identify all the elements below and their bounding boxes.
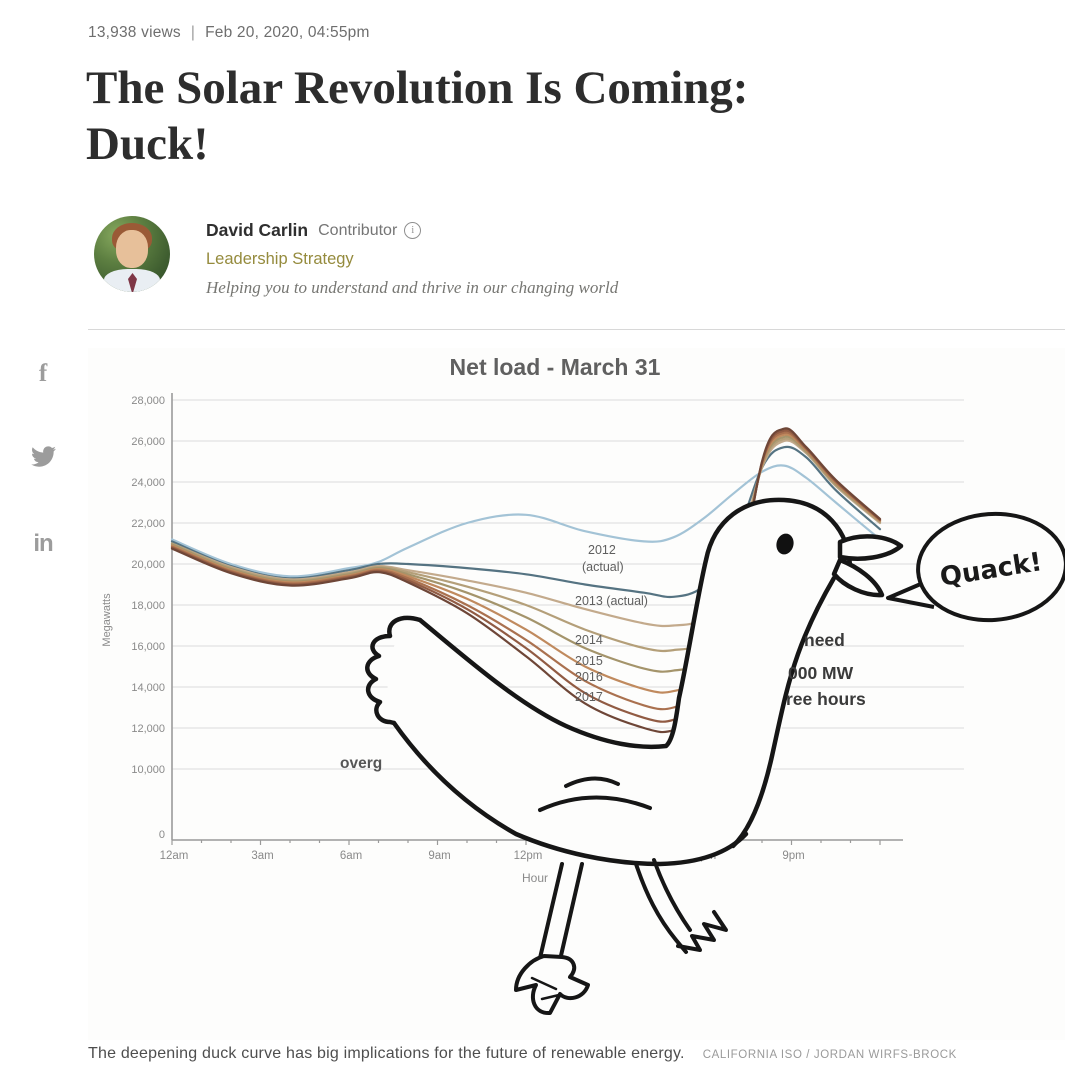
avatar[interactable] [94, 216, 170, 292]
series-line-2012 [170, 464, 882, 578]
y-origin-label: 0 [159, 829, 165, 841]
share-rail: f in [28, 360, 58, 616]
y-axis-title: Megawatts [101, 593, 113, 647]
y-tick-label: 24,000 [131, 477, 165, 489]
duck-tail [365, 615, 423, 726]
author-role: Contributor [318, 221, 398, 239]
series-label: 2016 [575, 670, 603, 684]
x-tick-label: 3am [251, 850, 273, 862]
duck-beak-lower [831, 557, 885, 598]
overgeneration-annotation: overg [340, 755, 382, 772]
duck-beak-upper [837, 534, 904, 561]
x-axis-title: Hour [522, 871, 548, 885]
y-tick-label: 26,000 [131, 436, 165, 448]
speech-bubble: Quack! [886, 511, 1065, 623]
y-tick-label: 18,000 [131, 600, 165, 612]
figure-caption: The deepening duck curve has big implica… [88, 1045, 685, 1062]
author-name[interactable]: David Carlin [206, 220, 309, 240]
ramp-line-3: ree hours [786, 689, 866, 709]
meta-separator: | [190, 24, 196, 41]
ramp-line-1: need [804, 630, 845, 650]
avatar-face [116, 230, 148, 268]
duck-wing-arc-large [538, 795, 652, 812]
twitter-share-icon[interactable] [28, 446, 58, 472]
duck-eye [776, 533, 794, 555]
facebook-share-icon[interactable]: f [38, 360, 48, 387]
duck-belly [391, 720, 749, 867]
linkedin-share-icon[interactable]: in [33, 530, 53, 557]
y-tick-label: 28,000 [131, 395, 165, 407]
series-label: 2013 (actual) [575, 594, 648, 608]
title-line-1: The Solar Revolution Is Coming: [86, 62, 749, 114]
y-tick-label: 14,000 [131, 682, 165, 694]
y-tick-label: 16,000 [131, 641, 165, 653]
speech-bubble-body [916, 511, 1065, 623]
y-tick-label: 12,000 [131, 723, 165, 735]
twitter-bird-icon [30, 446, 56, 467]
duck-body-fill [387, 499, 850, 864]
x-tick-label: 12am [160, 850, 189, 862]
article-meta: 13,938 views | Feb 20, 2020, 04:55pm [88, 24, 370, 42]
view-count: 13,938 views [88, 24, 181, 41]
x-tick-label: 9pm [782, 850, 804, 862]
avatar-tie [128, 273, 137, 292]
header-divider [88, 329, 1065, 330]
x-tick-label: 6am [340, 850, 362, 862]
duck-back-foot [676, 910, 728, 952]
publish-date: Feb 20, 2020, 04:55pm [205, 24, 370, 41]
series-label: 2014 [575, 633, 603, 647]
duck-front-leg [538, 862, 584, 962]
x-tick-label: 12pm [514, 850, 543, 862]
figure-caption-row: The deepening duck curve has big implica… [88, 1045, 1080, 1063]
ramp-line-2: 000 MW [788, 663, 854, 683]
series-label-layer: 2012 (actual) 2013 (actual) 2014 2015 2016 201… [575, 543, 648, 704]
y-tick-label: 10,000 [131, 764, 165, 776]
ramp-annotation: need 000 MW ree hours [786, 630, 866, 709]
duck-back-leg [634, 858, 692, 954]
author-tagline: Helping you to understand and thrive in … [206, 278, 619, 297]
series-label-line2: (actual) [582, 560, 624, 574]
series-layer [170, 427, 882, 734]
duck-front-foot [514, 954, 590, 1015]
series-line-2013 [170, 445, 882, 599]
y-tick-label: 20,000 [131, 559, 165, 571]
author-block: David Carlin Contributor i Leadership St… [94, 216, 618, 298]
duck-curve-chart: Net load - March 31 Megawatts 28,000 26,0… [101, 354, 1065, 1015]
author-section-link[interactable]: Leadership Strategy [206, 250, 354, 268]
duck-chest [730, 575, 837, 849]
series-label: 2012 [588, 543, 616, 557]
series-line-2020 [170, 427, 882, 734]
x-tick-label: 9am [428, 850, 450, 862]
duck-curve-figure: Net load - March 31 Megawatts 28,000 26,0… [88, 348, 1065, 1040]
title-line-2: Duck! [86, 118, 209, 171]
info-icon[interactable]: i [404, 222, 422, 239]
series-label: 2017 [575, 690, 603, 704]
duck-wing-arc-small [564, 776, 620, 788]
figure-credit: CALIFORNIA ISO / JORDAN WIRFS-BROCK [702, 1049, 957, 1061]
duck-front-foot-web-lines [530, 976, 561, 1001]
chart-title: Net load - March 31 [450, 354, 661, 380]
y-tick-label: 22,000 [131, 518, 165, 530]
duck-back-neck-head [417, 497, 853, 750]
page-title: The Solar Revolution Is Coming: Duck! [86, 60, 1016, 173]
series-label: 2015 [575, 654, 603, 668]
duck-illustration [365, 497, 904, 1015]
